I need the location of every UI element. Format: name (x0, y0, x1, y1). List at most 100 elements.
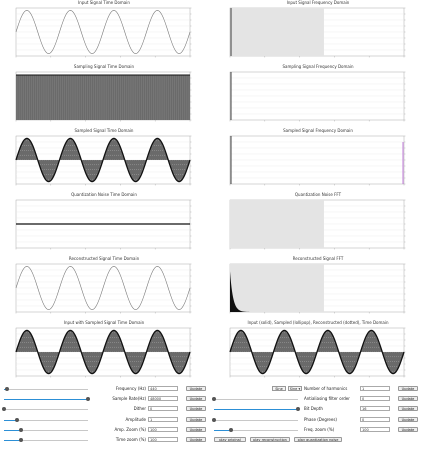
dither-slider[interactable] (2, 406, 88, 412)
plot-title: Input with Sampled Signal Time Domain (63, 320, 145, 325)
plot-title: Reconstructed Signal Time Domain (68, 256, 140, 261)
phase-slider-track (214, 419, 298, 421)
sample-rate-slider-fill (4, 398, 88, 400)
dither-update-button[interactable]: Update (186, 406, 206, 411)
freq-zoom-input[interactable]: 100 (360, 427, 390, 432)
amp-zoom-slider-knob[interactable] (18, 428, 23, 432)
plot-panel: Sampled Signal Time Domain (4, 128, 204, 192)
plot-panel: Quantization Noise Time Domain (4, 192, 204, 256)
plot-canvas (229, 135, 406, 186)
filter-order-slider-knob[interactable] (212, 397, 216, 401)
bit-depth-update-button[interactable]: Update (398, 406, 418, 411)
amplitude-update-button[interactable]: Update (186, 417, 206, 422)
filter-order-slider[interactable] (212, 396, 298, 402)
plot-panel: Reconstructed Signal Time Domain (4, 256, 204, 320)
passband-shade (230, 264, 324, 312)
sample-rate-label: Sample Rate(Hz) (112, 396, 146, 401)
harmonics-update-button[interactable]: Update (398, 386, 418, 391)
play-original-button[interactable]: play original (214, 437, 246, 442)
signal-line (229, 329, 405, 375)
signal-line (15, 10, 191, 54)
amp-zoom-slider[interactable] (4, 427, 88, 433)
filter-order-label: Antialiasing filter order (304, 396, 350, 401)
filter-order-input[interactable]: 0 (360, 396, 390, 401)
amplitude-slider-knob[interactable] (15, 418, 20, 422)
plot-canvas (15, 7, 192, 58)
harmonics-input[interactable]: 1 (360, 386, 390, 391)
sample-rate-slider[interactable] (4, 396, 90, 402)
phase-input[interactable]: 0 (360, 417, 390, 422)
spectrum-decay (230, 271, 260, 312)
time-zoom-slider-track (4, 439, 88, 441)
plot-canvas (15, 71, 192, 122)
amp-zoom-slider-fill (4, 429, 21, 431)
amp-zoom-input[interactable]: 100 (148, 427, 178, 432)
signal-line (15, 329, 191, 375)
amplitude-slider[interactable] (4, 417, 88, 423)
amp-zoom-slider-track (4, 429, 88, 431)
freq-zoom-slider-knob[interactable] (228, 428, 233, 432)
dither-slider-knob[interactable] (2, 407, 6, 411)
plot-canvas (229, 7, 406, 58)
amplitude-input[interactable]: 1 (148, 417, 178, 422)
plot-title: Input Signal Frequency Domain (286, 0, 350, 5)
frequency-update-button[interactable]: Update (186, 386, 206, 391)
filter-order-update-button[interactable]: Update (398, 396, 418, 401)
freq-zoom-label: Freq. zoom (%) (304, 427, 335, 432)
signal-line (15, 266, 191, 310)
dither-slider-track (4, 408, 88, 410)
freq-zoom-slider[interactable] (214, 427, 298, 433)
bit-depth-input[interactable]: 16 (360, 406, 390, 411)
phase-slider-knob[interactable] (212, 418, 216, 422)
plot-canvas (229, 199, 406, 250)
time-zoom-input[interactable]: 100 (148, 437, 178, 442)
plot-panel: Sampling Signal Time Domain (4, 64, 204, 128)
passband-shade (230, 200, 324, 248)
phase-update-button[interactable]: Update (398, 417, 418, 422)
sample-rate-input[interactable]: 48000 (148, 396, 178, 401)
frequency-slider-knob[interactable] (5, 387, 10, 391)
time-zoom-slider-fill (4, 439, 21, 441)
waveform-dropdown[interactable]: Sine ▾ (288, 386, 302, 391)
frequency-slider[interactable] (4, 386, 88, 392)
plot-canvas (15, 327, 192, 378)
dither-label: Dither (133, 406, 146, 411)
frequency-input[interactable]: 440 (148, 386, 178, 391)
amp-zoom-update-button[interactable]: Update (186, 427, 206, 432)
frequency-label: Frequency (Hz) (115, 386, 146, 391)
plot-panel: Sampled Signal Frequency Domain (218, 128, 418, 192)
play-quantization-noise-button[interactable]: play quantization noise (294, 437, 342, 442)
amplitude-slider-fill (4, 419, 18, 421)
waveform-select[interactable]: Sine (272, 386, 286, 391)
sample-rate-slider-knob[interactable] (86, 397, 90, 401)
plot-title: Sampling Signal Frequency Domain (282, 64, 354, 69)
signal-line (15, 137, 191, 183)
dither-input[interactable]: 0 (148, 406, 178, 411)
plot-canvas (15, 135, 192, 186)
plot-panel: Input (solid), Sampled (lollipop), Recon… (218, 320, 418, 384)
plot-title: Quantization Noise Time Domain (71, 192, 137, 197)
plot-canvas (229, 327, 406, 378)
bit-depth-label: Bit Depth (304, 406, 323, 411)
time-zoom-update-button[interactable]: Update (186, 437, 206, 442)
harmonics-label: Number of harmonics (304, 386, 348, 391)
play-reconstruction-button[interactable]: play reconstruction (250, 437, 290, 442)
time-zoom-slider-knob[interactable] (18, 438, 23, 442)
phase-label: Phase (Degrees) (304, 417, 337, 422)
bit-depth-slider-knob[interactable] (296, 407, 300, 411)
waveform-dropdown-value: Sine (289, 387, 298, 391)
phase-slider[interactable] (212, 417, 298, 423)
sample-rate-update-button[interactable]: Update (186, 396, 206, 401)
bit-depth-slider-fill (214, 408, 298, 410)
freq-zoom-slider-track (214, 429, 298, 431)
plot-title: Quantization Noise FFT (294, 192, 342, 197)
plot-title: Reconstructed Signal FFT (292, 256, 344, 261)
filter-order-slider-track (214, 398, 298, 400)
frequency-slider-track (4, 388, 88, 390)
time-zoom-slider[interactable] (4, 437, 88, 443)
plot-title: Input (solid), Sampled (lollipop), Recon… (247, 320, 389, 325)
amp-zoom-label: Amp. Zoom (%) (114, 427, 146, 432)
plot-panel: Input Signal Time Domain (4, 0, 204, 64)
bit-depth-slider[interactable] (214, 406, 300, 412)
freq-zoom-update-button[interactable]: Update (398, 427, 418, 432)
